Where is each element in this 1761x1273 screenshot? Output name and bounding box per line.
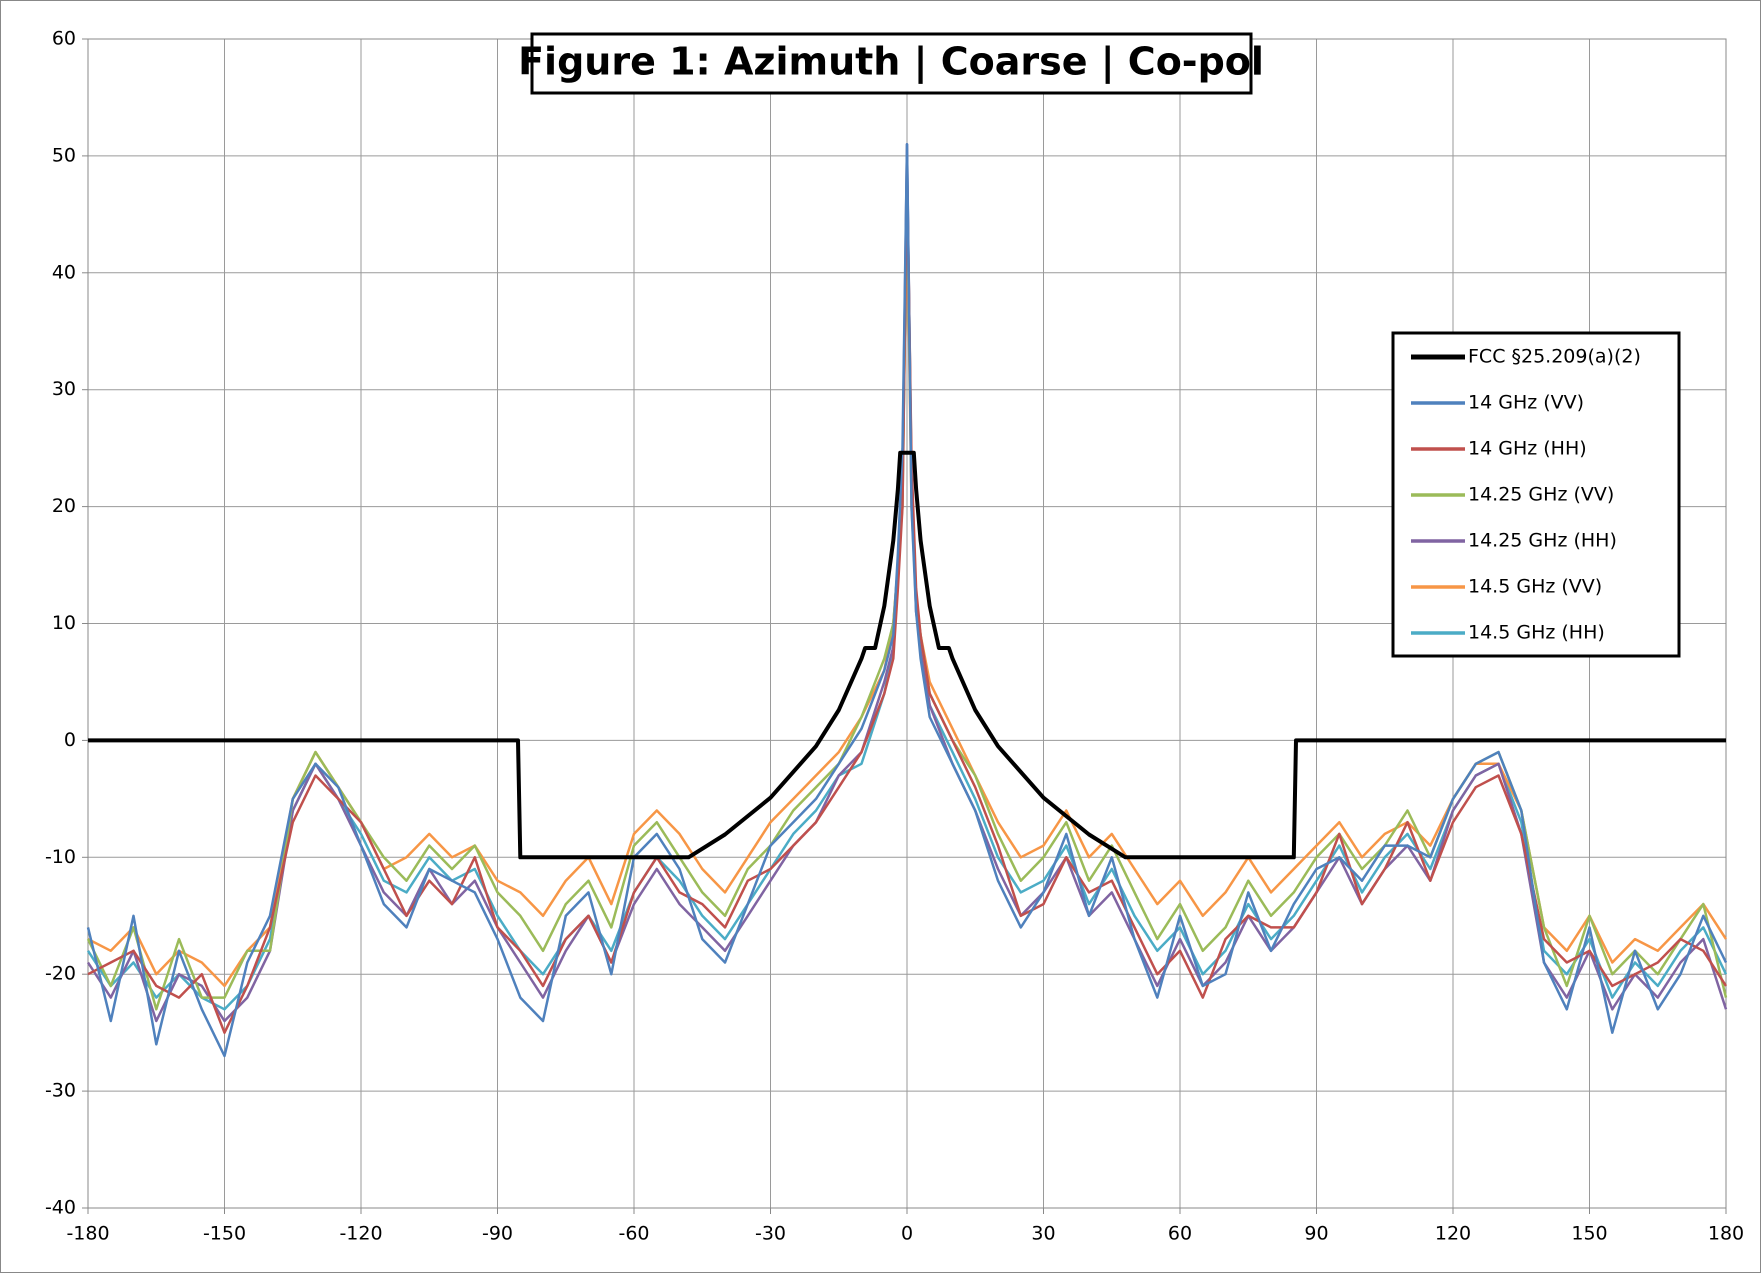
legend-label: 14.5 GHz (VV) [1468, 576, 1602, 598]
legend-label: 14.5 GHz (HH) [1468, 622, 1605, 644]
y-tick-label: 0 [64, 729, 76, 751]
series-line [86, 142, 1728, 1058]
chart-title: Figure 1: Azimuth | Coarse | Co-pol [518, 40, 1264, 85]
x-tick-label: -120 [339, 1223, 382, 1245]
x-tick-label: 90 [1304, 1223, 1328, 1245]
y-tick-label: -10 [45, 846, 76, 868]
y-tick-label: -20 [45, 963, 76, 985]
y-tick-label: 10 [52, 612, 76, 634]
x-tick-label: -30 [755, 1223, 786, 1245]
y-tick-label: 30 [52, 378, 76, 400]
x-tick-label: -90 [482, 1223, 513, 1245]
legend-label: 14 GHz (HH) [1468, 438, 1587, 460]
legend-label: FCC §25.209(a)(2) [1468, 346, 1641, 368]
series-line [88, 450, 1726, 860]
x-tick-label: -60 [618, 1223, 649, 1245]
x-tick-label: 0 [901, 1223, 913, 1245]
x-tick-label: 60 [1168, 1223, 1192, 1245]
x-tick-label: 180 [1708, 1223, 1744, 1245]
x-tick-label: 120 [1435, 1223, 1471, 1245]
y-tick-label: 50 [52, 144, 76, 166]
legend-label: 14.25 GHz (HH) [1468, 530, 1617, 552]
y-tick-label: 60 [52, 28, 76, 50]
legend-label: 14 GHz (VV) [1468, 392, 1584, 414]
x-tick-label: -150 [203, 1223, 246, 1245]
x-tick-label: 30 [1031, 1223, 1055, 1245]
y-tick-label: -30 [45, 1080, 76, 1102]
x-tick-label: -180 [66, 1223, 109, 1245]
y-tick-label: -40 [45, 1197, 76, 1219]
legend-label: 14.25 GHz (VV) [1468, 484, 1614, 506]
x-tick-label: 150 [1571, 1223, 1607, 1245]
title-box [530, 32, 1253, 95]
y-tick-label: 40 [52, 261, 76, 283]
y-tick-label: 20 [52, 495, 76, 517]
